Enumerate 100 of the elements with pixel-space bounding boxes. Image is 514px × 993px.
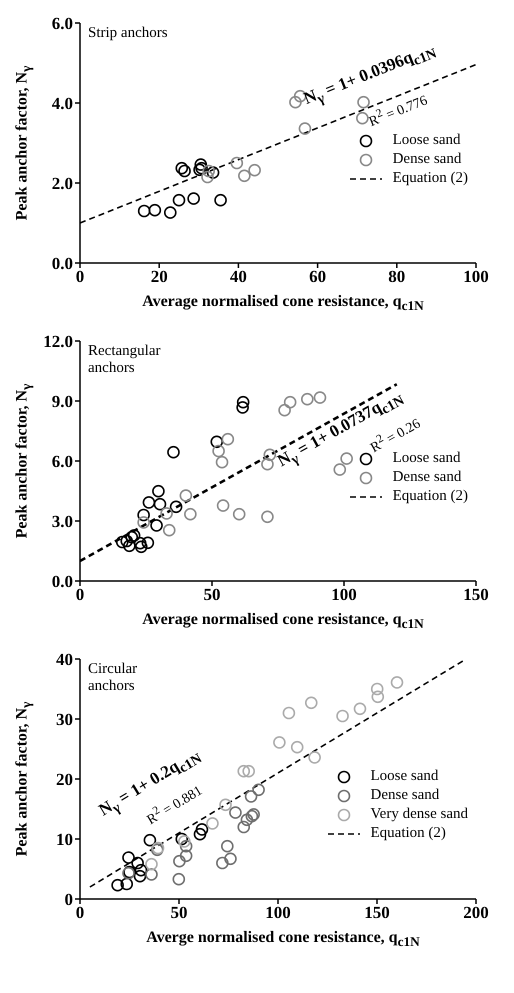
point — [252, 784, 265, 796]
y-tick-label: 10 — [56, 830, 73, 850]
x-tick-label: 100 — [331, 585, 357, 604]
point — [175, 832, 188, 846]
y-tick-label: 0 — [64, 890, 73, 910]
point — [160, 507, 173, 520]
annotation: Circular anchors — [88, 661, 138, 695]
point — [371, 690, 384, 704]
point — [178, 164, 191, 178]
point — [206, 817, 219, 830]
point — [212, 444, 225, 458]
y-tick-label: 2.0 — [52, 174, 73, 194]
legend-label: Loose sand — [370, 767, 438, 786]
point — [301, 392, 314, 406]
point — [134, 870, 146, 882]
point — [116, 536, 129, 548]
point — [242, 764, 255, 778]
point — [137, 508, 150, 522]
point — [304, 696, 318, 710]
point — [210, 436, 224, 448]
point — [137, 516, 150, 529]
point — [216, 856, 229, 870]
x-tick-label: 150 — [463, 585, 489, 604]
point — [120, 878, 134, 890]
x-axis-title: Average normalised cone resistance, q$_{c1N}$ — [141, 611, 425, 632]
point — [336, 710, 349, 722]
annotation: Rectangular anchors — [88, 343, 162, 377]
point — [187, 192, 200, 205]
x-tick-label: 50 — [204, 585, 220, 604]
point — [167, 446, 180, 458]
point — [120, 534, 134, 548]
point — [162, 524, 176, 536]
point — [390, 676, 404, 689]
point — [164, 206, 177, 219]
point — [170, 500, 182, 514]
point — [354, 702, 366, 716]
point — [216, 499, 230, 512]
x-tick-label: 50 — [170, 903, 188, 922]
point — [148, 204, 162, 216]
legend-label: Dense sand — [392, 150, 462, 169]
x-tick-label: 60 — [309, 267, 326, 286]
point — [238, 170, 251, 182]
point — [134, 536, 146, 550]
point — [111, 878, 124, 892]
point — [194, 158, 208, 171]
point — [206, 166, 220, 179]
x-tick-label: 40 — [230, 267, 247, 286]
point — [184, 508, 197, 520]
point — [290, 740, 304, 754]
x-tick-label: 100 — [265, 903, 291, 922]
point — [248, 164, 261, 176]
x-tick-label: 150 — [364, 903, 390, 922]
y-tick-label: 9.0 — [52, 392, 73, 412]
point — [237, 764, 250, 778]
x-tick-label: 100 — [463, 267, 489, 286]
y-tick-label: 0.0 — [52, 254, 73, 274]
point — [180, 840, 192, 852]
point — [308, 751, 321, 764]
legend-label: Equation (2) — [370, 824, 446, 843]
point — [356, 112, 369, 124]
point — [298, 122, 312, 135]
x-axis-title: Average normalised cone resistance, q$_{c1N}$ — [141, 293, 425, 314]
point — [138, 204, 150, 218]
point — [278, 404, 291, 416]
y-tick-label: 6.0 — [52, 14, 73, 34]
point — [134, 864, 148, 876]
point — [180, 489, 192, 502]
point — [222, 432, 234, 446]
point — [314, 391, 326, 404]
point — [152, 484, 165, 498]
annotation: R$^{2}$ = 0.776 — [366, 92, 430, 131]
legend-label: Dense sand — [392, 468, 462, 487]
y-tick-label: 3.0 — [52, 512, 73, 532]
point — [284, 396, 296, 408]
point — [172, 194, 186, 206]
point — [289, 96, 302, 108]
point — [244, 790, 258, 803]
point — [178, 835, 191, 848]
y-tick-label: 6.0 — [52, 452, 73, 472]
point — [333, 463, 346, 476]
point — [232, 508, 246, 520]
point — [142, 536, 154, 550]
point — [122, 851, 135, 864]
point — [230, 156, 244, 170]
y-tick-label: 40 — [56, 650, 73, 670]
y-tick-label: 12.0 — [43, 332, 73, 352]
y-tick-label: 30 — [56, 710, 73, 730]
point — [357, 96, 370, 108]
x-tick-label: 200 — [463, 903, 489, 922]
point — [202, 164, 215, 178]
point — [273, 736, 286, 749]
point — [237, 820, 250, 834]
point — [240, 814, 254, 826]
legend-label: Very dense sand — [370, 805, 468, 824]
point — [261, 458, 274, 470]
legend-label: Equation (2) — [392, 487, 468, 506]
point — [236, 401, 249, 414]
point — [219, 798, 232, 812]
point — [370, 682, 384, 696]
point — [145, 868, 158, 881]
